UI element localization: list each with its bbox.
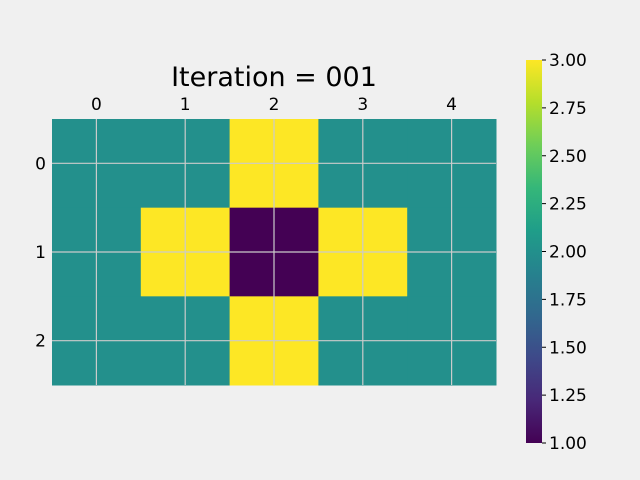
chart-title: Iteration = 001 <box>171 62 377 93</box>
colorbar-tick-label: 2.00 <box>549 243 587 263</box>
colorbar-tick-label: 2.25 <box>549 195 587 215</box>
x-tick-label: 4 <box>446 95 457 115</box>
x-tick-label: 2 <box>269 95 280 115</box>
x-tick-label: 0 <box>91 95 102 115</box>
colorbar-gradient <box>526 60 542 443</box>
colorbar: 1.00 1.25 1.50 1.75 2.00 2.25 2.50 2.75 3.00 <box>526 51 587 454</box>
colorbar-tick-label: 1.00 <box>549 434 587 454</box>
y-tick-label: 0 <box>35 154 46 174</box>
x-tick-label: 3 <box>357 95 368 115</box>
colorbar-tick-label: 1.25 <box>549 386 587 406</box>
x-tick-label: 1 <box>180 95 191 115</box>
y-axis-ticks: 0 1 2 <box>35 154 46 351</box>
y-tick-label: 1 <box>35 243 46 263</box>
grid-lines <box>52 119 496 385</box>
colorbar-tick-label: 2.50 <box>549 147 587 167</box>
colorbar-tick-label: 2.75 <box>549 99 587 119</box>
x-axis-ticks: 0 1 2 3 4 <box>91 95 457 115</box>
colorbar-tick-label: 1.50 <box>549 338 587 358</box>
colorbar-tick-label: 3.00 <box>549 51 587 71</box>
y-tick-label: 2 <box>35 332 46 352</box>
colorbar-tick-label: 1.75 <box>549 290 587 310</box>
